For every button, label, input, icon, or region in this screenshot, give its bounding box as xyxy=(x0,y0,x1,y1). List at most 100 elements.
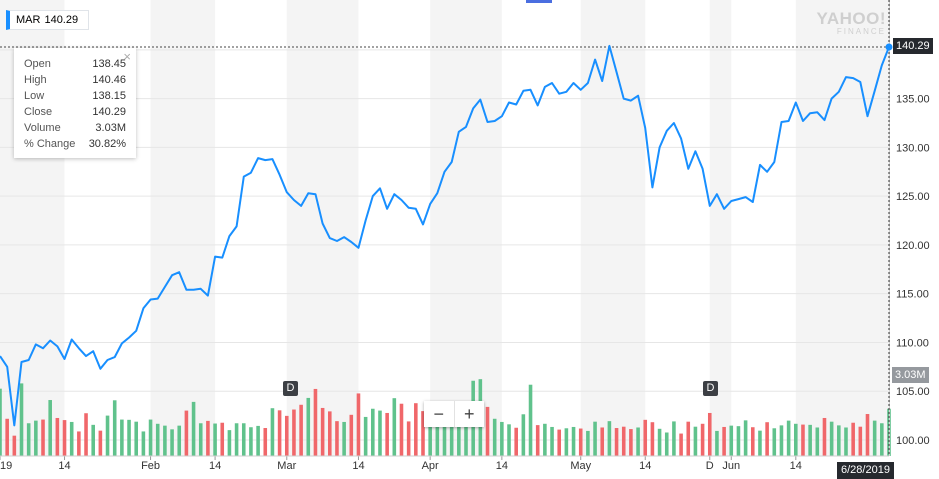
y-tick-label: 125.00 xyxy=(896,191,930,203)
volume-bar xyxy=(62,420,67,456)
volume-bar xyxy=(614,428,619,456)
volume-bar xyxy=(492,418,497,456)
volume-bar xyxy=(880,423,884,456)
volume-bar xyxy=(550,426,554,456)
y-tick-label: 105.00 xyxy=(896,386,930,398)
tooltip-row-low: Low 138.15 xyxy=(24,88,126,104)
volume-bar xyxy=(586,430,590,456)
volume-bar xyxy=(249,427,253,456)
ticker-symbol: MAR xyxy=(16,14,41,26)
volume-bar xyxy=(621,426,626,456)
volume-bar xyxy=(442,404,447,456)
last-price-label: 140.29 xyxy=(893,38,933,54)
x-tick-label: 14 xyxy=(58,460,70,472)
tooltip-value: 138.45 xyxy=(92,58,126,70)
volume-bar xyxy=(736,426,741,456)
volume-bar xyxy=(342,421,346,456)
volume-bar xyxy=(808,424,812,456)
volume-bar xyxy=(141,431,146,456)
y-tick-label: 100.00 xyxy=(896,435,930,447)
volume-bar xyxy=(815,427,820,456)
tooltip-value: 138.15 xyxy=(92,90,126,102)
zoom-in-button[interactable]: + xyxy=(463,404,475,424)
volume-bar xyxy=(349,414,354,456)
volume-bar xyxy=(500,421,504,456)
volume-bar xyxy=(270,408,275,456)
volume-bar xyxy=(155,423,160,456)
volume-bar xyxy=(234,423,239,456)
x-tick-label: Feb xyxy=(141,460,160,472)
volume-bar xyxy=(872,420,877,456)
logo-line2: FINANCE xyxy=(836,27,886,36)
volume-bar xyxy=(363,416,368,456)
volume-bar xyxy=(414,403,418,456)
volume-bar xyxy=(693,426,698,456)
x-tick-label: D xyxy=(706,460,714,472)
volume-bar xyxy=(220,422,225,456)
volume-bar xyxy=(299,404,303,456)
volume-bar xyxy=(0,388,2,456)
volume-bar xyxy=(686,421,691,456)
volume-bar xyxy=(392,398,397,456)
volume-bar xyxy=(378,410,382,456)
x-tick-label: May xyxy=(570,460,591,472)
month-band xyxy=(430,0,502,456)
tooltip-label: High xyxy=(24,74,47,86)
volume-bar xyxy=(521,414,526,456)
volume-bar xyxy=(485,406,490,456)
volume-bar xyxy=(163,425,167,456)
volume-bar xyxy=(543,423,547,456)
volume-bar xyxy=(578,428,583,456)
y-axis-ticks: 100.00 105.00 110.00 115.00 120.00 125.00 130.… xyxy=(896,45,930,447)
volume-bar xyxy=(464,402,468,456)
volume-bar xyxy=(241,423,246,456)
volume-bar xyxy=(284,415,289,456)
volume-bar xyxy=(837,425,841,456)
volume-bar xyxy=(600,427,605,456)
dividend-badge[interactable]: D xyxy=(283,381,298,396)
volume-bar xyxy=(629,429,633,456)
y-tick-label: 120.00 xyxy=(896,240,930,252)
zoom-out-button[interactable]: − xyxy=(424,401,455,427)
volume-bar xyxy=(664,432,669,456)
volume-bar xyxy=(722,426,726,456)
volume-bar xyxy=(55,417,60,456)
volume-bar xyxy=(170,429,174,456)
y-tick-label: 130.00 xyxy=(896,142,930,154)
volume-bar xyxy=(865,414,870,456)
x-tick-label: Mar xyxy=(277,460,296,472)
volume-bar xyxy=(91,424,95,456)
volume-bar xyxy=(851,422,855,456)
volume-bar xyxy=(84,413,88,456)
dividend-badge[interactable]: D xyxy=(703,381,718,396)
volume-bar xyxy=(34,420,38,456)
volume-bar xyxy=(320,407,325,456)
tooltip-label: Open xyxy=(24,58,51,70)
volume-bar xyxy=(5,418,9,456)
volume-bar xyxy=(449,414,454,456)
volume-bar xyxy=(41,419,45,456)
close-icon[interactable]: × xyxy=(123,49,131,64)
month-bands xyxy=(0,0,889,456)
volume-bar xyxy=(779,425,784,456)
tooltip-row-open: Open 138.45 xyxy=(24,56,126,72)
y-tick-label: 110.00 xyxy=(896,337,929,349)
volume-bar xyxy=(829,421,834,456)
volume-bar xyxy=(421,411,425,456)
volume-bar xyxy=(801,424,805,456)
tooltip-value: 140.46 xyxy=(92,74,126,86)
volume-bar xyxy=(822,417,827,456)
volume-bar xyxy=(198,423,203,456)
volume-bar xyxy=(514,427,518,456)
volume-bar xyxy=(26,423,31,456)
x-tick-label: 2019 xyxy=(0,460,12,472)
tooltip-row-high: High 140.46 xyxy=(24,72,126,88)
tooltip-row-close: Close 140.29 xyxy=(24,104,126,120)
volume-bar xyxy=(457,417,461,456)
volume-bar xyxy=(507,424,511,456)
tooltip-label: % Change xyxy=(24,138,76,150)
tooltip-value: 3.03M xyxy=(95,122,126,134)
volume-bar xyxy=(657,428,662,456)
ticker-label[interactable]: MAR 140.29 xyxy=(6,10,90,30)
